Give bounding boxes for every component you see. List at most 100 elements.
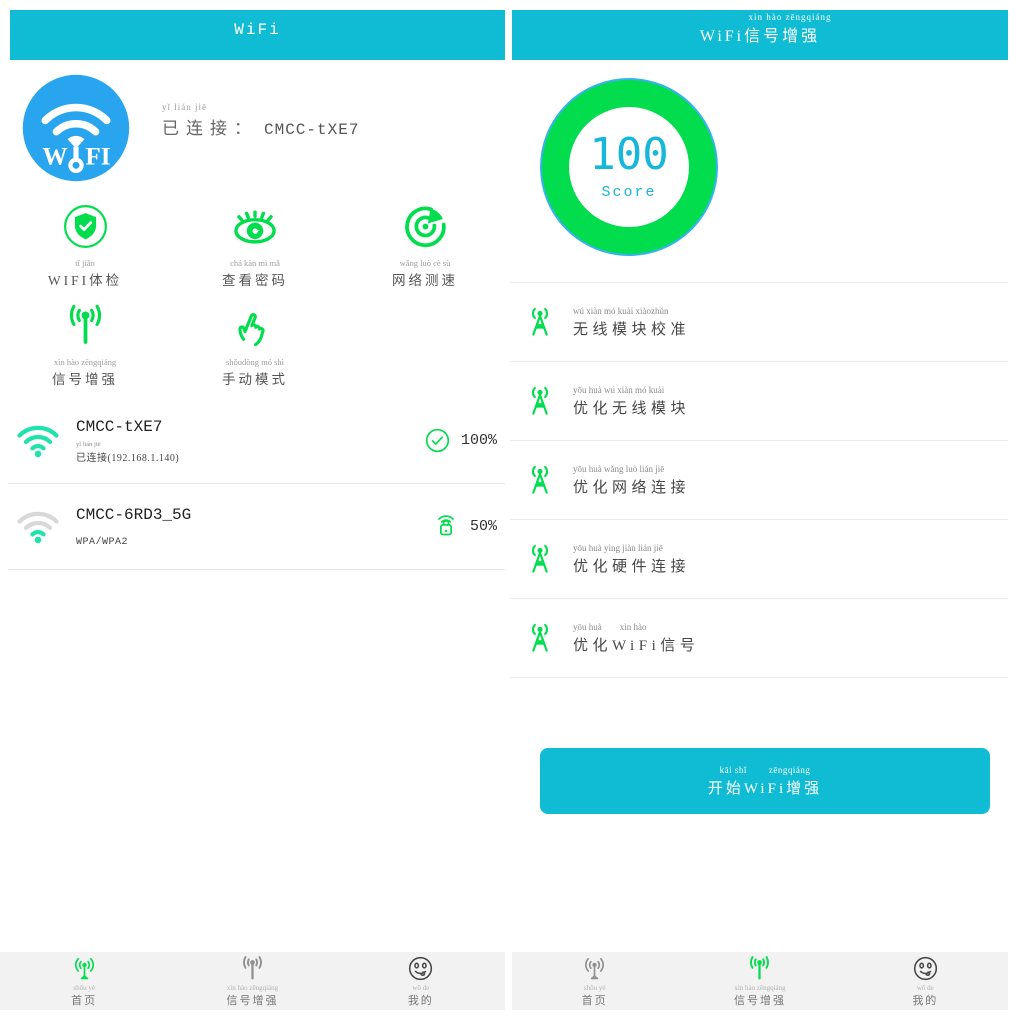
lock-signal-icon xyxy=(438,514,454,535)
nav-label: 信号增强 xyxy=(226,994,279,1007)
feature-wifi-checkup[interactable]: tǐ jiǎn WIFI体检 xyxy=(0,198,170,297)
score-value: 100 xyxy=(589,129,669,180)
start-boost-button[interactable]: kāi shǐ zēngqiáng 开始WiFi增强 xyxy=(540,748,990,814)
nav-pinyin: shǒu yè xyxy=(73,983,95,992)
network-subtitle: 已连接(192.168.1.140) xyxy=(76,452,180,464)
connected-pinyin: yǐ lián jiē xyxy=(162,101,207,112)
network-list: CMCC-tXE7 yǐ lián jiē 已连接(192.168.1.140)… xyxy=(8,398,505,570)
feature-pinyin: wǎng luò cè sù xyxy=(399,258,451,268)
feature-grid: tǐ jiǎn WIFI体检 chá kàn mì mǎ xyxy=(0,198,510,396)
nav-home[interactable]: shǒu yè 首页 xyxy=(512,952,677,1010)
task-label: 优化网络连接 xyxy=(573,479,691,496)
logo-text-fi: FI xyxy=(85,143,110,170)
feature-signal-boost[interactable]: xìn hào zēngqiáng 信号增强 xyxy=(0,297,170,396)
task-module-calibration[interactable]: wú xiàn mó kuài xiàozhǔn 无线模块校准 xyxy=(510,283,1008,362)
nav-mine[interactable]: wǒ de 我的 xyxy=(843,952,1008,1010)
feature-pinyin: xìn hào zēngqiáng xyxy=(53,357,117,367)
network-ssid: CMCC-tXE7 xyxy=(76,417,163,436)
home-screen: WiFi W FI yǐ lián jiē 已连接： CMCC-tXE7 xyxy=(0,10,510,1010)
home-broadcast-icon xyxy=(71,955,98,982)
network-strength: 100% xyxy=(460,432,497,449)
network-row-secured[interactable]: CMCC-6RD3_5G WPA/WPA2 50% xyxy=(8,484,505,570)
network-status: 50% xyxy=(432,513,497,541)
nav-signal-boost[interactable]: xìn hào zēngqiáng 信号增强 xyxy=(168,952,336,1010)
task-text: yōu huà yìng jiàn lián jiē 优化硬件连接 xyxy=(573,543,690,576)
home-header: WiFi xyxy=(10,10,505,60)
score-label: Score xyxy=(601,184,657,201)
nav-signal-boost[interactable]: xìn hào zēngqiáng 信号增强 xyxy=(677,952,842,1010)
shield-check-icon xyxy=(63,204,107,248)
feature-view-password[interactable]: chá kàn mì mǎ 查看密码 xyxy=(170,198,340,297)
task-pinyin: yōu huà wú xiàn mó kuài xyxy=(573,384,665,395)
nav-pinyin: wǒ de xyxy=(916,983,934,992)
nav-pinyin: wǒ de xyxy=(412,983,430,992)
nav-mine[interactable]: wǒ de 我的 xyxy=(337,952,505,1010)
antenna-tower-icon xyxy=(524,543,556,575)
network-subtitle-pinyin xyxy=(76,529,432,537)
feature-label: 网络测速 xyxy=(392,273,458,288)
logo-text-w: W xyxy=(42,143,67,170)
boost-header-pinyin: xìn hào zēngqiáng xyxy=(748,12,832,22)
antenna-tower-icon xyxy=(524,622,556,654)
signal-boost-screen: xìn hào zēngqiáng WiFi信号增强 100 Score wú … xyxy=(510,0,1020,1020)
home-bottom-nav: shǒu yè 首页 xìn hào zēngqiáng 信号增强 wǒ de … xyxy=(0,952,505,1010)
nav-pinyin: xìn hào zēngqiáng xyxy=(734,983,786,992)
task-optimize-wifi-signal[interactable]: yōu huà xìn hào 优化WiFi信号 xyxy=(510,599,1008,678)
feature-pinyin: tǐ jiǎn xyxy=(75,258,95,268)
signal-boost-icon xyxy=(239,955,266,982)
wifi-signal-weak-icon xyxy=(17,511,59,543)
nav-pinyin: shǒu yè xyxy=(583,983,606,992)
network-strength: 50% xyxy=(469,518,497,535)
boost-button-label: 开始WiFi增强 xyxy=(707,780,823,797)
feature-label: 查看密码 xyxy=(222,273,288,288)
wifi-signal-icon xyxy=(17,425,59,457)
network-subtitle: WPA/WPA2 xyxy=(76,536,129,548)
smiley-icon xyxy=(407,955,434,982)
feature-label: 信号增强 xyxy=(52,372,118,387)
score-ring: 100 Score xyxy=(540,78,718,256)
nav-label: 我的 xyxy=(912,994,939,1007)
network-info: CMCC-tXE7 yǐ lián jiē 已连接(192.168.1.140) xyxy=(76,418,424,464)
nav-label: 首页 xyxy=(581,994,608,1007)
hand-tap-icon xyxy=(237,312,265,346)
task-pinyin: wú xiàn mó kuài xiàozhǔn xyxy=(573,305,669,316)
connected-ssid: CMCC-tXE7 xyxy=(264,120,360,139)
task-pinyin: yōu huà xìn hào xyxy=(573,621,647,632)
antenna-tower-icon xyxy=(524,464,556,496)
task-pinyin: yōu huà yìng jiàn lián jiē xyxy=(573,542,663,553)
task-text: wú xiàn mó kuài xiàozhǔn 无线模块校准 xyxy=(573,306,690,339)
network-row-connected[interactable]: CMCC-tXE7 yǐ lián jiē 已连接(192.168.1.140)… xyxy=(8,398,505,484)
connected-info: yǐ lián jiē 已连接： CMCC-tXE7 xyxy=(162,102,359,139)
wifi-logo-icon: W FI xyxy=(22,74,130,182)
task-text: yōu huà xìn hào 优化WiFi信号 xyxy=(573,622,699,655)
nav-label: 信号增强 xyxy=(733,994,786,1007)
task-optimize-hardware[interactable]: yōu huà yìng jiàn lián jiē 优化硬件连接 xyxy=(510,520,1008,599)
feature-pinyin: shǒudòng mó shì xyxy=(225,357,285,367)
feature-pinyin: chá kàn mì mǎ xyxy=(230,258,280,268)
check-circle-icon xyxy=(425,428,450,453)
optimization-task-list: wú xiàn mó kuài xiàozhǔn 无线模块校准 yōu huà … xyxy=(510,282,1008,678)
task-text: yōu huà wú xiàn mó kuài 优化无线模块 xyxy=(573,385,690,418)
score-gauge: 100 Score xyxy=(540,78,718,256)
eye-icon xyxy=(234,210,276,244)
feature-manual-mode[interactable]: shǒudòng mó shì 手动模式 xyxy=(170,297,340,396)
task-optimize-module[interactable]: yōu huà wú xiàn mó kuài 优化无线模块 xyxy=(510,362,1008,441)
antenna-tower-icon xyxy=(524,306,556,338)
boost-header: xìn hào zēngqiáng WiFi信号增强 xyxy=(512,10,1008,60)
nav-home[interactable]: shǒu yè 首页 xyxy=(0,952,168,1010)
network-subtitle-pinyin: yǐ lián jiē xyxy=(76,440,101,448)
signal-boost-icon xyxy=(63,303,108,348)
score-inner: 100 Score xyxy=(569,107,689,227)
task-label: 优化无线模块 xyxy=(573,400,691,417)
speed-test-icon xyxy=(404,206,446,247)
network-status: 100% xyxy=(424,427,497,454)
antenna-tower-icon xyxy=(524,385,556,417)
task-label: 优化硬件连接 xyxy=(573,558,691,575)
home-header-title: WiFi xyxy=(234,21,281,39)
signal-boost-icon xyxy=(746,955,773,982)
task-optimize-network[interactable]: yōu huà wǎng luò lián jiē 优化网络连接 xyxy=(510,441,1008,520)
connected-hero: W FI yǐ lián jiē 已连接： CMCC-tXE7 xyxy=(20,72,359,184)
feature-speed-test[interactable]: wǎng luò cè sù 网络测速 xyxy=(340,198,510,297)
boost-button-pinyin: kāi shǐ zēngqiáng xyxy=(719,764,811,775)
